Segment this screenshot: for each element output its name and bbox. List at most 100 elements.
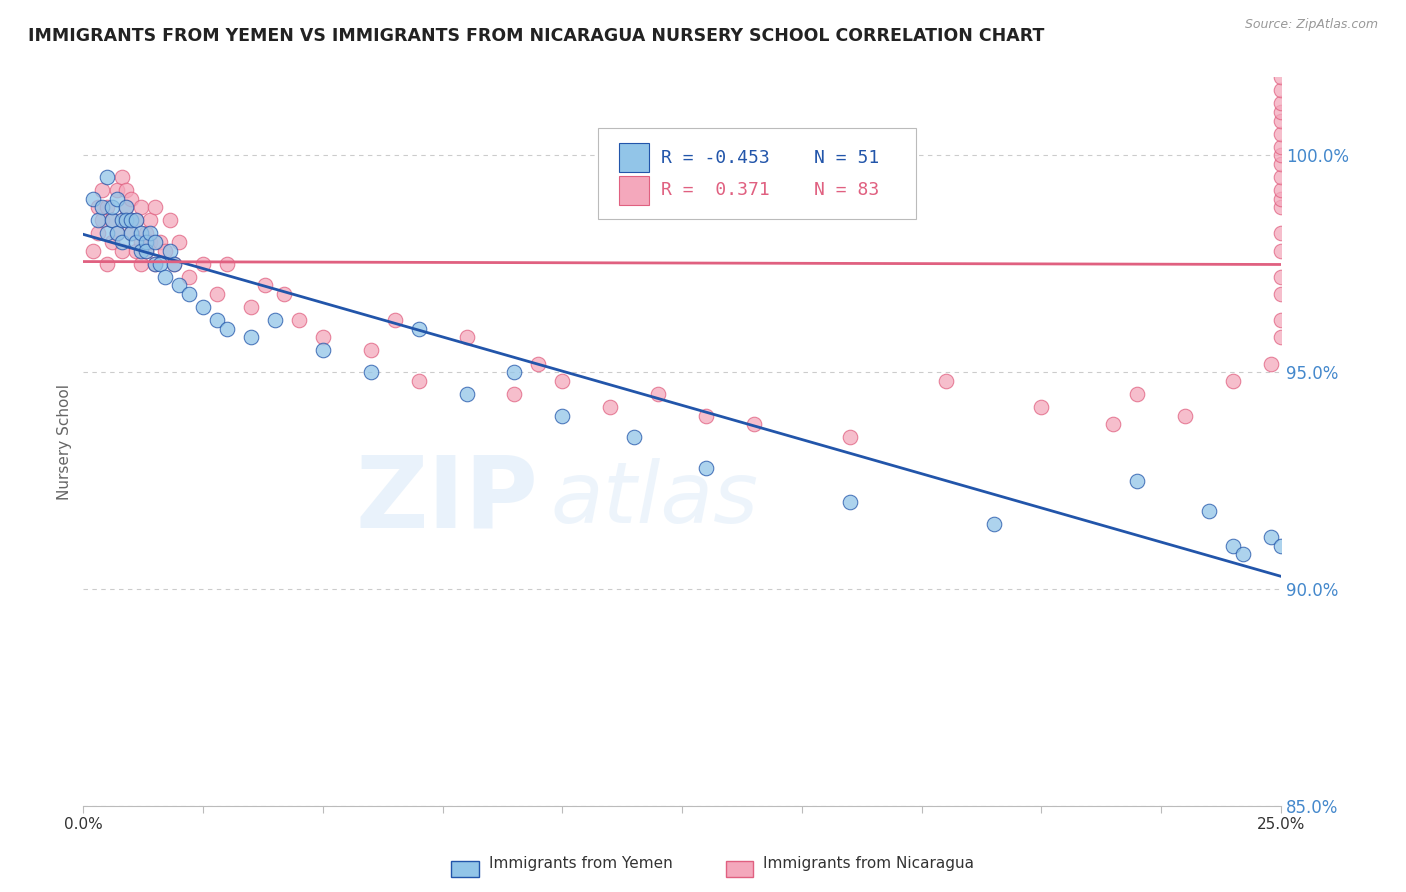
Point bbox=[96, 257, 118, 271]
Point bbox=[1126, 387, 1149, 401]
Point bbox=[139, 213, 162, 227]
Point bbox=[1270, 70, 1292, 85]
Point bbox=[110, 170, 132, 185]
Point bbox=[101, 213, 124, 227]
Point bbox=[129, 235, 152, 249]
Point bbox=[91, 183, 114, 197]
Point bbox=[384, 313, 406, 327]
Point bbox=[135, 244, 157, 258]
Point bbox=[408, 322, 430, 336]
Point bbox=[177, 269, 200, 284]
Point bbox=[1270, 170, 1292, 185]
Text: atlas: atlas bbox=[550, 458, 758, 541]
Point bbox=[91, 213, 114, 227]
Point bbox=[129, 244, 152, 258]
Bar bbox=[725, 861, 754, 877]
Point bbox=[1270, 96, 1292, 111]
Point bbox=[215, 322, 238, 336]
Point bbox=[105, 183, 128, 197]
Point bbox=[125, 213, 148, 227]
Point bbox=[1270, 192, 1292, 206]
Point bbox=[167, 235, 190, 249]
Point bbox=[1270, 140, 1292, 154]
Point bbox=[742, 417, 765, 432]
Point bbox=[551, 374, 574, 388]
Text: Immigrants from Yemen: Immigrants from Yemen bbox=[489, 856, 673, 871]
Point bbox=[1270, 183, 1292, 197]
Point bbox=[96, 201, 118, 215]
Point bbox=[456, 387, 478, 401]
FancyBboxPatch shape bbox=[619, 143, 648, 172]
Point bbox=[1270, 127, 1292, 141]
Point bbox=[120, 213, 142, 227]
Point bbox=[125, 213, 148, 227]
Point bbox=[623, 430, 645, 444]
Point bbox=[239, 330, 262, 344]
Point bbox=[1102, 417, 1125, 432]
Point bbox=[1222, 374, 1244, 388]
Point bbox=[273, 287, 295, 301]
Point bbox=[143, 257, 166, 271]
Point bbox=[312, 343, 335, 358]
Point bbox=[135, 227, 157, 241]
Point bbox=[1270, 201, 1292, 215]
Point bbox=[159, 213, 181, 227]
Point bbox=[129, 201, 152, 215]
Point bbox=[527, 357, 550, 371]
Point bbox=[143, 257, 166, 271]
Bar bbox=[451, 861, 479, 877]
Point bbox=[105, 227, 128, 241]
Point bbox=[82, 192, 104, 206]
Text: Source: ZipAtlas.com: Source: ZipAtlas.com bbox=[1244, 18, 1378, 31]
Point bbox=[647, 387, 669, 401]
Point bbox=[207, 313, 229, 327]
Point bbox=[159, 244, 181, 258]
Point bbox=[1222, 539, 1244, 553]
Point bbox=[167, 278, 190, 293]
Point bbox=[503, 387, 526, 401]
Point bbox=[288, 313, 311, 327]
Point bbox=[139, 235, 162, 249]
Point bbox=[163, 257, 186, 271]
Point bbox=[115, 213, 138, 227]
Point bbox=[110, 213, 132, 227]
Point bbox=[1270, 244, 1292, 258]
Point bbox=[143, 201, 166, 215]
Point bbox=[599, 400, 621, 414]
Point bbox=[91, 201, 114, 215]
Point bbox=[1260, 357, 1282, 371]
Point bbox=[1270, 269, 1292, 284]
Point bbox=[82, 244, 104, 258]
Point bbox=[1031, 400, 1053, 414]
Point bbox=[115, 201, 138, 215]
Point bbox=[96, 227, 118, 241]
Point bbox=[983, 516, 1005, 531]
Point bbox=[456, 330, 478, 344]
Point bbox=[695, 460, 717, 475]
Point bbox=[503, 365, 526, 379]
Point bbox=[254, 278, 277, 293]
Point bbox=[115, 183, 138, 197]
Point bbox=[215, 257, 238, 271]
Point bbox=[153, 244, 176, 258]
Point bbox=[191, 257, 214, 271]
Point bbox=[1270, 227, 1292, 241]
Point bbox=[135, 244, 157, 258]
Text: N = 51: N = 51 bbox=[814, 149, 879, 167]
Point bbox=[1270, 157, 1292, 171]
Point bbox=[1232, 547, 1254, 561]
Y-axis label: Nursery School: Nursery School bbox=[58, 384, 72, 500]
Point bbox=[1126, 474, 1149, 488]
Text: Immigrants from Nicaragua: Immigrants from Nicaragua bbox=[763, 856, 974, 871]
Point bbox=[695, 409, 717, 423]
Text: IMMIGRANTS FROM YEMEN VS IMMIGRANTS FROM NICARAGUA NURSERY SCHOOL CORRELATION CH: IMMIGRANTS FROM YEMEN VS IMMIGRANTS FROM… bbox=[28, 27, 1045, 45]
Point bbox=[1270, 287, 1292, 301]
Point bbox=[101, 213, 124, 227]
Point bbox=[86, 213, 108, 227]
Point bbox=[139, 227, 162, 241]
Point bbox=[1270, 105, 1292, 120]
Point bbox=[838, 495, 860, 509]
Point bbox=[125, 244, 148, 258]
Point bbox=[105, 227, 128, 241]
Point bbox=[86, 201, 108, 215]
